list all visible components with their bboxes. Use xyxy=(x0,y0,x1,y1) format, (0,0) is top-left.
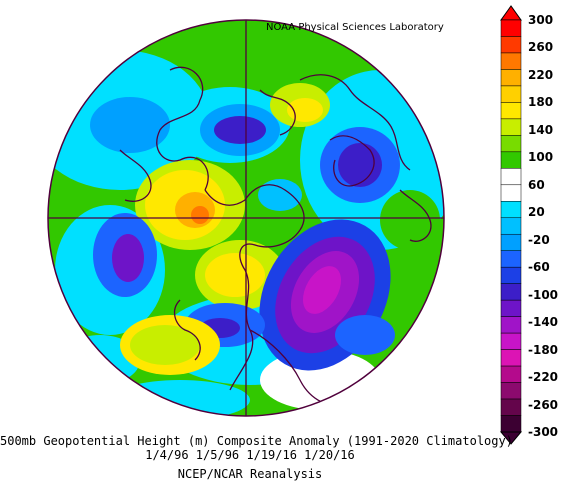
colorbar-cell xyxy=(500,233,522,251)
colorbar-cell xyxy=(500,135,522,153)
colorbar-cell xyxy=(500,19,522,37)
colorbar-cell xyxy=(500,168,522,186)
colorbar-cell xyxy=(500,365,522,383)
colorbar-tick-label: -220 xyxy=(528,370,559,385)
colorbar-tick-label: 60 xyxy=(528,177,545,192)
colorbar-cell xyxy=(500,217,522,235)
colorbar-cell xyxy=(500,102,522,120)
colorbar-cell xyxy=(500,151,522,169)
colorbar-tick-label: -260 xyxy=(528,397,559,412)
colorbar-tick-label: -20 xyxy=(528,232,550,247)
map-panel xyxy=(47,19,445,417)
colorbar-cell xyxy=(500,382,522,400)
colorbar-tick-label: -300 xyxy=(528,425,559,439)
colorbar-cell xyxy=(500,36,522,54)
colorbar-tick-label: 100 xyxy=(528,150,554,165)
colorbar-cell xyxy=(500,415,522,433)
colorbar-cell xyxy=(500,266,522,284)
colorbar-tick-label: 180 xyxy=(528,95,554,110)
colorbar-arrow-top xyxy=(500,5,522,21)
colorbar-arrow-bottom xyxy=(499,431,523,445)
colorbar-cell xyxy=(500,349,522,367)
coastlines xyxy=(119,66,432,407)
colorbar-tick-label: 300 xyxy=(528,13,554,27)
colorbar-cell xyxy=(500,398,522,416)
colorbar-cell xyxy=(500,201,522,219)
colorbar xyxy=(499,5,523,445)
colorbar-cell xyxy=(500,118,522,136)
colorbar-cell xyxy=(500,85,522,103)
colorbar-tick-label: -100 xyxy=(528,287,559,302)
caption-dates: 1/4/96 1/5/96 1/19/16 1/20/16 xyxy=(145,448,355,462)
map-border xyxy=(47,19,445,417)
colorbar-tick-label: -60 xyxy=(528,260,550,275)
colorbar-cell xyxy=(500,250,522,268)
colorbar-cell xyxy=(500,332,522,350)
colorbar-tick-label: 20 xyxy=(528,205,545,220)
colorbar-cell xyxy=(500,184,522,202)
colorbar-cell xyxy=(500,299,522,317)
colorbar-cell xyxy=(500,52,522,70)
colorbar-cell xyxy=(500,283,522,301)
credit-label: NOAA Physical Sciences Laboratory xyxy=(266,22,444,33)
colorbar-tick-label: -180 xyxy=(528,342,559,357)
colorbar-tick-label: 220 xyxy=(528,67,554,82)
caption-title: 500mb Geopotential Height (m) Composite … xyxy=(0,434,513,448)
colorbar-cell xyxy=(500,69,522,87)
caption-source: NCEP/NCAR Reanalysis xyxy=(177,467,323,481)
colorbar-tick-label: 260 xyxy=(528,40,554,55)
colorbar-cell xyxy=(500,316,522,334)
colorbar-tick-label: -140 xyxy=(528,315,559,330)
colorbar-tick-label: 140 xyxy=(528,122,554,137)
